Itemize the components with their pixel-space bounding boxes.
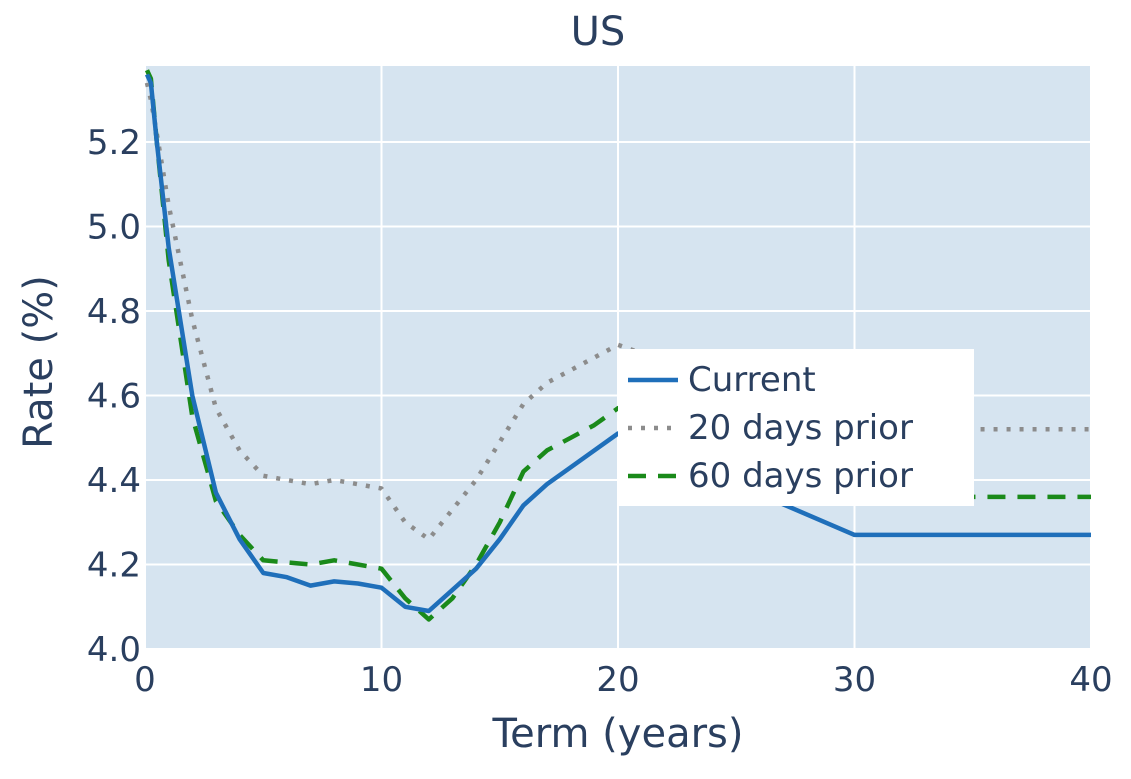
legend: Current 20 days prior 60 days prior <box>618 349 974 506</box>
legend-label-20-days-prior: 20 days prior <box>688 408 913 448</box>
legend-label-60-days-prior: 60 days prior <box>688 456 913 496</box>
x-tick-label: 20 <box>596 660 639 700</box>
legend-label-current: Current <box>688 360 816 400</box>
y-tick-label: 4.8 <box>87 292 141 332</box>
series-lines <box>144 69 1091 622</box>
y-tick-label: 4.4 <box>87 461 141 501</box>
y-tick-label: 4.2 <box>87 546 141 586</box>
y-axis-label: Rate (%) <box>16 275 62 449</box>
x-tick-labels: 0 10 20 30 40 <box>134 660 1112 700</box>
y-tick-label: 4.0 <box>87 630 141 670</box>
y-tick-label: 5.2 <box>87 123 141 163</box>
y-tick-label: 4.6 <box>87 377 141 417</box>
x-tick-label: 10 <box>360 660 403 700</box>
x-tick-label: 40 <box>1069 660 1112 700</box>
y-tick-label: 5.0 <box>87 208 141 248</box>
series-line-60-days-prior <box>144 69 1091 622</box>
y-tick-labels: 4.0 4.2 4.4 4.6 4.8 5.0 5.2 <box>87 123 141 670</box>
chart-title: US <box>571 9 626 55</box>
legend-box <box>618 349 974 506</box>
series-line-current <box>144 73 1091 614</box>
x-tick-label: 0 <box>134 660 156 700</box>
x-tick-label: 30 <box>833 660 876 700</box>
series-line-20-days-prior <box>144 82 1091 542</box>
x-axis-label: Term (years) <box>492 711 744 757</box>
